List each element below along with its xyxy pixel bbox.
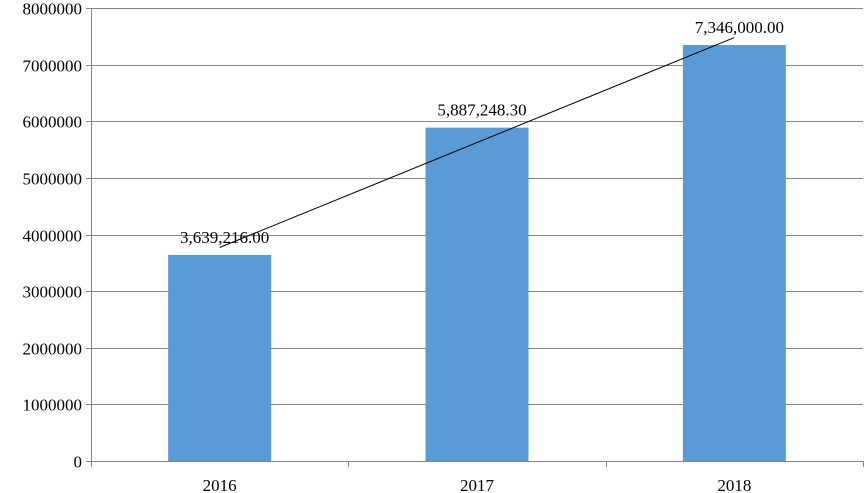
trendline-group [219, 37, 735, 248]
y-tick-label: 2000000 [23, 340, 83, 359]
y-tick-label: 8000000 [23, 0, 83, 19]
y-tick-label: 7000000 [23, 57, 83, 76]
y-tick-label: 4000000 [23, 227, 83, 246]
x-tick-label: 2016 [203, 476, 237, 493]
y-tick-label: 0 [74, 453, 83, 472]
y-tick-label: 6000000 [23, 113, 83, 132]
data-label-2017: 5,887,248.30 [437, 101, 526, 120]
x-tick-label: 2018 [717, 476, 751, 493]
bar-2018 [682, 45, 786, 462]
y-tick-label: 1000000 [23, 396, 83, 415]
x-tick-label: 2017 [460, 476, 495, 493]
data-label-2016: 3,639,216.00 [180, 228, 269, 247]
y-tick-label: 3000000 [23, 283, 83, 302]
labels: 0 1000000 2000000 3000000 4000000 5000000 6000… [23, 0, 784, 493]
bar-2016 [168, 254, 272, 461]
y-tick-label: 5000000 [23, 170, 83, 189]
bars [168, 45, 786, 462]
trendline [219, 37, 735, 248]
data-label-2018: 7,346,000.00 [695, 18, 784, 37]
bar-2017 [425, 127, 529, 461]
